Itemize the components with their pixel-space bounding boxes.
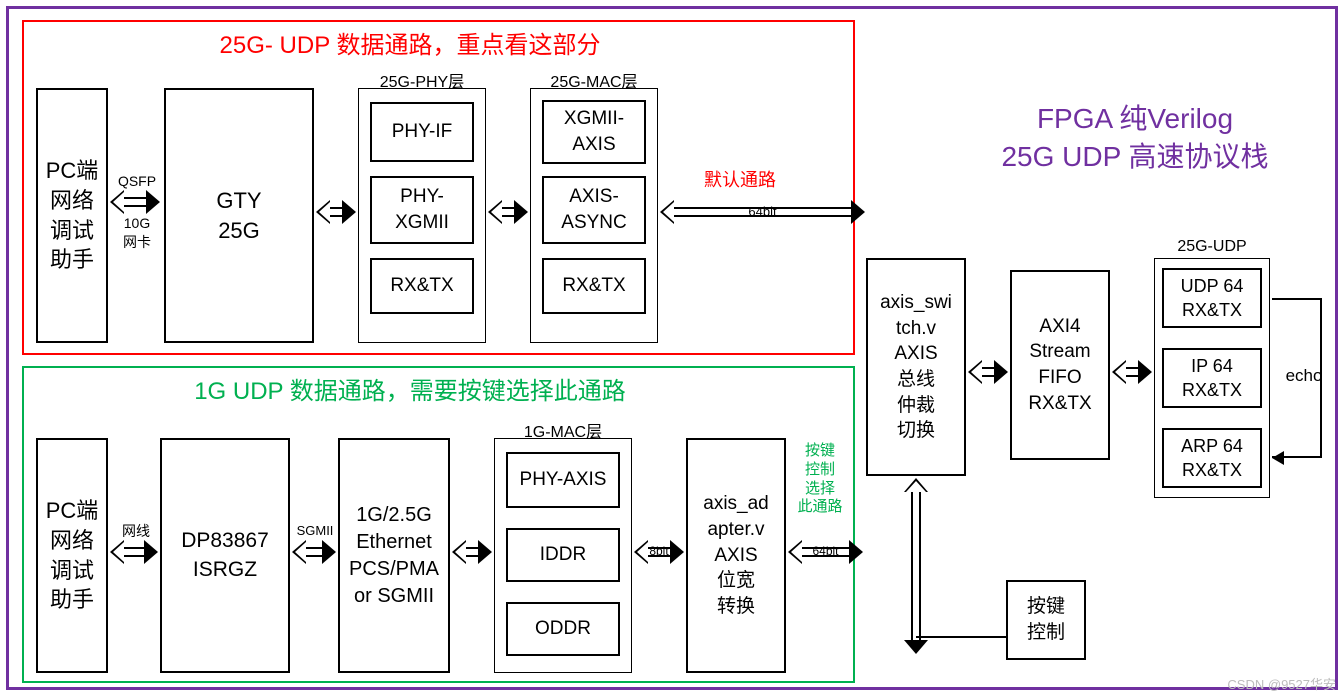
box-gty: GTY 25G bbox=[164, 88, 314, 343]
box-xgmii-axis: XGMII- AXIS bbox=[542, 100, 646, 164]
label-25g-phy: 25G-PHY层 bbox=[358, 68, 486, 92]
label-sgmii: SGMII bbox=[292, 522, 338, 540]
label-key-note: 按键 控制 选择 此通路 bbox=[792, 442, 848, 517]
title-line2: 25G UDP 高速协议栈 bbox=[945, 138, 1325, 176]
arrow-pcs-mac1g bbox=[452, 540, 492, 564]
label-default-path: 默认通路 bbox=[680, 168, 800, 192]
arrow-qsfp bbox=[110, 190, 160, 214]
arrow-fifo-udp bbox=[1112, 360, 1152, 384]
box-axis-async: AXIS- ASYNC bbox=[542, 176, 646, 244]
arrow-mac1g-adapter: 8bit bbox=[634, 540, 684, 564]
box-pcs-pma: 1G/2.5G Ethernet PCS/PMA or SGMII bbox=[338, 438, 450, 673]
box-mac-rxtx: RX&TX bbox=[542, 258, 646, 314]
watermark: CSDN @9527华安 bbox=[1227, 674, 1336, 693]
box-phy-rxtx: RX&TX bbox=[370, 258, 474, 314]
box-phy-if: PHY-IF bbox=[370, 102, 474, 162]
box-phy-xgmii: PHY- XGMII bbox=[370, 176, 474, 244]
arrow-pc-dp bbox=[110, 540, 158, 564]
box-pc-top: PC端 网络 调试 助手 bbox=[36, 88, 108, 343]
box-oddr: ODDR bbox=[506, 602, 620, 656]
title-line1: FPGA 纯Verilog bbox=[945, 100, 1325, 138]
main-title: FPGA 纯Verilog 25G UDP 高速协议栈 bbox=[945, 100, 1325, 176]
box-pc-bottom: PC端 网络 调试 助手 bbox=[36, 438, 108, 673]
arrow-dp-pcs bbox=[292, 540, 336, 564]
line-key-horiz bbox=[916, 636, 1006, 638]
label-8bit: 8bit bbox=[634, 544, 684, 558]
box-udp64: UDP 64 RX&TX bbox=[1162, 268, 1262, 328]
label-ethcable: 网线 bbox=[112, 522, 160, 541]
box-iddr: IDDR bbox=[506, 528, 620, 582]
arrow-mac-switch: 64bit bbox=[660, 200, 865, 224]
box-phy-axis: PHY-AXIS bbox=[506, 452, 620, 508]
label-10g-nic: 10G 网卡 bbox=[112, 214, 162, 252]
region-1g-title: 1G UDP 数据通路，需要按键选择此通路 bbox=[90, 376, 730, 408]
arrow-key-switch bbox=[904, 478, 928, 654]
box-axis-switch: axis_swi tch.v AXIS 总线 仲裁 切换 bbox=[866, 258, 966, 476]
box-key-control: 按键 控制 bbox=[1006, 580, 1086, 660]
arrow-gty-phy bbox=[316, 200, 356, 224]
label-25g-mac: 25G-MAC层 bbox=[530, 68, 658, 92]
arrow-phy-mac bbox=[488, 200, 528, 224]
label-64bit-bottom: 64bit bbox=[788, 544, 863, 558]
label-qsfp: QSFP bbox=[112, 172, 162, 191]
box-axis-adapter: axis_ad apter.v AXIS 位宽 转换 bbox=[686, 438, 786, 673]
arrow-adapter-switch: 64bit bbox=[788, 540, 863, 564]
label-echo: echo bbox=[1280, 365, 1328, 388]
box-arp64: ARP 64 RX&TX bbox=[1162, 428, 1262, 488]
label-25g-udp: 25G-UDP bbox=[1154, 238, 1270, 256]
label-64bit-top: 64bit bbox=[660, 204, 865, 219]
label-1g-mac: 1G-MAC层 bbox=[494, 418, 632, 442]
box-axi4-fifo: AXI4 Stream FIFO RX&TX bbox=[1010, 270, 1110, 460]
echo-arrowhead bbox=[1272, 451, 1284, 465]
region-25g-title: 25G- UDP 数据通路，重点看这部分 bbox=[90, 30, 730, 62]
arrow-switch-fifo bbox=[968, 360, 1008, 384]
box-ip64: IP 64 RX&TX bbox=[1162, 348, 1262, 408]
box-dp83867: DP83867 ISRGZ bbox=[160, 438, 290, 673]
